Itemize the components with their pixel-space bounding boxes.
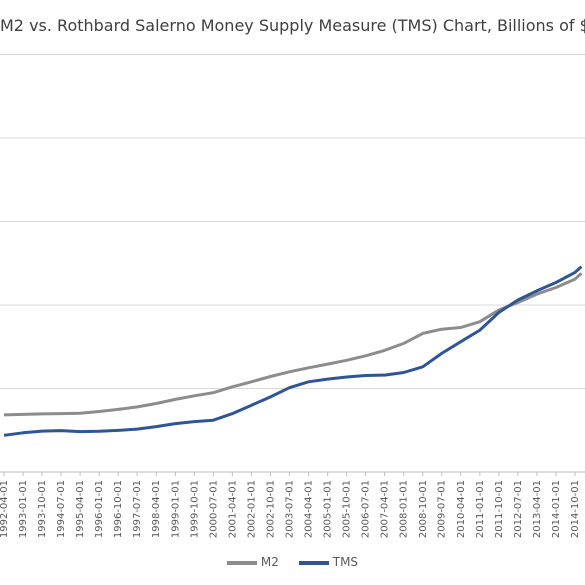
x-tick-label: 1993-01-01: [18, 480, 29, 538]
x-tick-label: 2002-10-01: [265, 480, 276, 538]
x-tick-label: 2005-01-01: [323, 480, 334, 538]
gridlines: [0, 54, 585, 473]
legend-label-m2: M2: [260, 555, 279, 569]
x-tick-labels: 1992-04-01 1993-01-01 1993-10-01 1994-07-01…: [0, 480, 581, 538]
x-tick-label: 1998-04-01: [151, 480, 162, 538]
x-tick-label: 2008-01-01: [399, 480, 410, 538]
x-tick-label: 2001-04-01: [227, 480, 238, 538]
x-tick-label: 2003-07-01: [284, 480, 295, 538]
x-axis: [3, 472, 576, 476]
x-tick-label: 2012-07-01: [513, 480, 524, 538]
legend-label-tms: TMS: [332, 555, 359, 569]
legend-item-tms: TMS: [298, 555, 359, 569]
x-tick-label: 2004-04-01: [304, 480, 315, 538]
x-tick-label: 2011-10-01: [494, 480, 505, 538]
x-tick-label: 1993-10-01: [37, 480, 48, 538]
x-tick-label: 1994-07-01: [56, 480, 67, 538]
x-tick-label: 1997-07-01: [132, 480, 143, 538]
x-tick-label: 1999-01-01: [170, 480, 181, 538]
series-line-m2: [3, 272, 583, 417]
x-tick-label: 2010-04-01: [456, 480, 467, 538]
x-tick-label: 2002-01-01: [246, 480, 257, 538]
x-tick-label: 2005-10-01: [342, 480, 353, 538]
x-tick-label: 2014-01-01: [551, 480, 562, 538]
legend-swatch-m2: [226, 560, 257, 565]
x-tick-label: 1999-10-01: [189, 480, 200, 538]
x-tick-label: 1996-01-01: [94, 480, 105, 538]
x-tick-label: 2014-10-01: [570, 480, 581, 538]
x-tick-label: 2000-07-01: [208, 480, 219, 538]
x-tick-label: 2007-04-01: [380, 480, 391, 538]
x-tick-label: 2006-07-01: [361, 480, 372, 538]
x-tick-label: 2009-07-01: [437, 480, 448, 538]
x-tick-label: 1996-10-01: [113, 480, 124, 538]
x-tick-label: 2013-04-01: [532, 480, 543, 538]
x-tick-label: 2008-10-01: [418, 480, 429, 538]
x-tick-label: 1995-04-01: [75, 480, 86, 538]
legend-swatch-tms: [298, 560, 329, 565]
x-tick-label: 2011-01-01: [475, 480, 486, 538]
chart-title: M2 vs. Rothbard Salerno Money Supply Mea…: [0, 16, 585, 35]
legend-item-m2: M2: [226, 555, 279, 569]
x-tick-label: 1992-04-01: [0, 480, 10, 538]
series-layer: [3, 265, 583, 437]
legend: M2 TMS: [0, 555, 585, 569]
series-line-tms: [3, 265, 583, 437]
